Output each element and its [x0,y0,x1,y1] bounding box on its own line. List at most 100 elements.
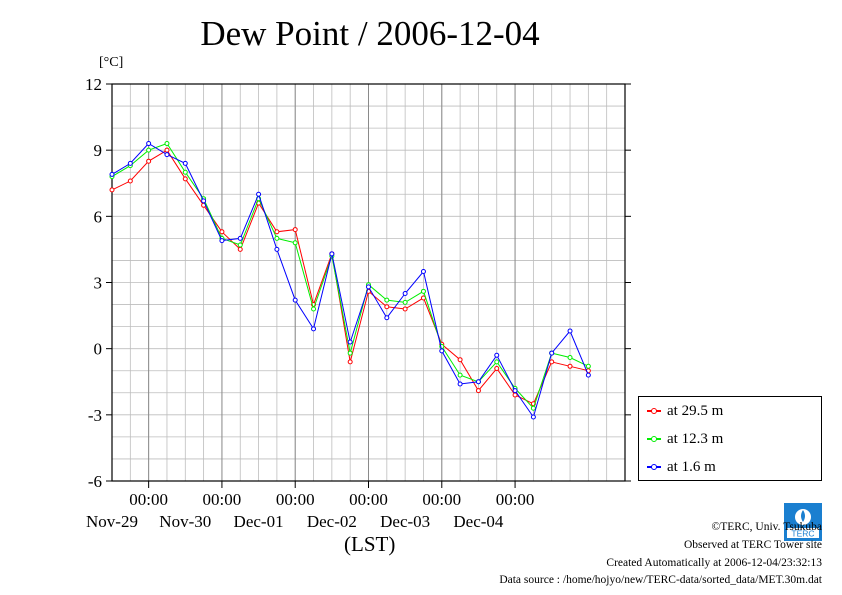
data-point [146,141,152,147]
data-point [109,187,115,193]
data-point [127,178,133,184]
data-point [164,147,170,153]
data-point [402,306,408,312]
data-point [146,147,152,153]
data-point [475,388,481,394]
data-point [530,405,536,411]
data-point [182,176,188,182]
legend-item-29.5m: at 29.5 m [647,400,723,422]
data-point [567,363,573,369]
x-tick-day-label: Dec-03 [380,512,430,531]
data-point [420,268,426,274]
data-point [292,227,298,233]
legend-swatch-icon [647,408,661,414]
x-tick-day-label: Nov-30 [159,512,211,531]
y-tick-label: 6 [94,207,103,226]
data-point [127,160,133,166]
data-point [219,229,225,235]
data-point [567,328,573,334]
footer-source: Data source : /home/hojyo/new/TERC-data/… [499,574,822,586]
data-point [402,291,408,297]
x-tick-time-label: 00:00 [496,490,535,509]
data-point [585,363,591,369]
data-point [384,315,390,321]
data-point [457,357,463,363]
data-point [347,350,353,356]
y-tick-label: -6 [88,472,102,491]
data-point [311,306,317,312]
x-tick-day-label: Dec-02 [307,512,357,531]
terc-logo-icon: TERC [784,503,822,541]
x-tick-time-label: 00:00 [203,490,242,509]
data-point [549,359,555,365]
footer-created: Created Automatically at 2006-12-04/23:3… [606,557,822,569]
footer-observed: Observed at TERC Tower site [683,539,822,551]
data-point [146,158,152,164]
legend: at 29.5 m at 12.3 m at 1.6 m [638,396,822,481]
x-axis-label: (LST) [344,532,396,556]
data-point [109,171,115,177]
y-tick-label: 3 [94,274,103,293]
data-point [439,348,445,354]
data-point [347,359,353,365]
data-point [549,350,555,356]
legend-item-12.3m: at 12.3 m [647,428,723,450]
data-point [402,299,408,305]
data-point [457,372,463,378]
data-point [494,366,500,372]
data-point [567,354,573,360]
data-point [292,297,298,303]
x-tick-time-label: 00:00 [422,490,461,509]
footer-copyright: ©TERC, Univ. Tsukuba [711,521,822,533]
data-point [311,326,317,332]
y-tick-label: 12 [85,75,102,94]
data-point [256,191,262,197]
data-point [494,359,500,365]
data-point [292,240,298,246]
data-point [384,304,390,310]
data-point [494,352,500,358]
x-tick-day-label: Nov-29 [86,512,138,531]
chart-title: Dew Point / 2006-12-04 [200,14,540,53]
data-point [384,297,390,303]
data-point [274,235,280,241]
data-point [237,246,243,252]
data-point [182,160,188,166]
data-point [530,414,536,420]
x-tick-time-label: 00:00 [349,490,388,509]
y-axis-unit: [°C] [99,55,124,70]
legend-label: at 12.3 m [667,430,724,447]
data-point [237,235,243,241]
data-point [457,381,463,387]
data-point [420,288,426,294]
data-point [201,198,207,204]
data-point [164,152,170,158]
data-point [237,242,243,248]
x-tick-day-label: Dec-01 [234,512,284,531]
y-tick-label: 9 [94,141,103,160]
x-tick-time-label: 00:00 [129,490,168,509]
data-point [512,392,518,398]
data-point [274,229,280,235]
data-point [585,372,591,378]
legend-swatch-icon [647,436,661,442]
data-point [475,379,481,385]
y-tick-label: 0 [94,340,103,359]
y-tick-label: -3 [88,406,102,425]
data-point [347,339,353,345]
data-point [219,238,225,244]
legend-label: at 1.6 m [667,458,716,475]
data-point [329,251,335,257]
logo-text: TERC [791,529,814,539]
legend-label: at 29.5 m [667,402,724,419]
legend-item-1.6m: at 1.6 m [647,456,716,478]
data-point [164,141,170,147]
data-point [274,246,280,252]
legend-swatch-icon [647,464,661,470]
data-point [512,388,518,394]
data-point [366,284,371,290]
x-tick-time-label: 00:00 [276,490,315,509]
data-point [182,169,188,175]
x-tick-day-label: Dec-04 [453,512,504,531]
